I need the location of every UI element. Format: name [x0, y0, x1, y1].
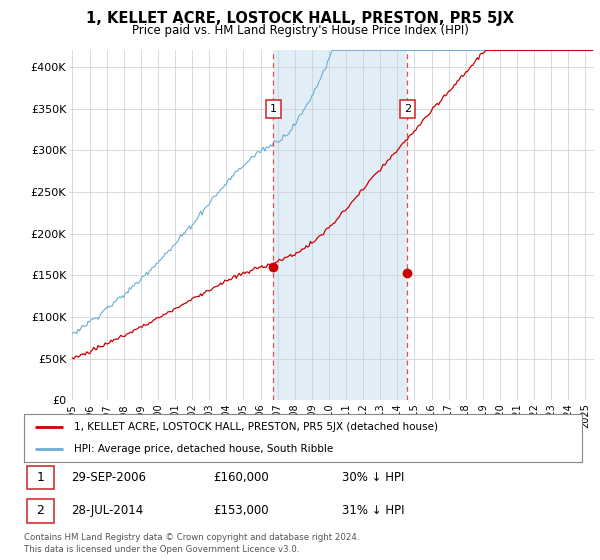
Text: 1, KELLET ACRE, LOSTOCK HALL, PRESTON, PR5 5JX: 1, KELLET ACRE, LOSTOCK HALL, PRESTON, P… [86, 11, 514, 26]
FancyBboxPatch shape [27, 466, 53, 489]
Text: 28-JUL-2014: 28-JUL-2014 [71, 505, 143, 517]
Text: £160,000: £160,000 [214, 471, 269, 484]
Bar [274, 50, 407, 400]
Text: Contains HM Land Registry data © Crown copyright and database right 2024.
This d: Contains HM Land Registry data © Crown c… [24, 533, 359, 554]
Text: 2: 2 [404, 104, 411, 114]
Text: 29-SEP-2006: 29-SEP-2006 [71, 471, 146, 484]
Text: 30% ↓ HPI: 30% ↓ HPI [342, 471, 404, 484]
FancyBboxPatch shape [27, 500, 53, 522]
Text: 31% ↓ HPI: 31% ↓ HPI [342, 505, 404, 517]
Text: 2: 2 [36, 505, 44, 517]
Text: 1: 1 [270, 104, 277, 114]
Text: £153,000: £153,000 [214, 505, 269, 517]
Text: 1, KELLET ACRE, LOSTOCK HALL, PRESTON, PR5 5JX (detached house): 1, KELLET ACRE, LOSTOCK HALL, PRESTON, P… [74, 422, 438, 432]
Text: Price paid vs. HM Land Registry's House Price Index (HPI): Price paid vs. HM Land Registry's House … [131, 24, 469, 36]
Text: HPI: Average price, detached house, South Ribble: HPI: Average price, detached house, Sout… [74, 444, 334, 454]
Text: 1: 1 [36, 471, 44, 484]
